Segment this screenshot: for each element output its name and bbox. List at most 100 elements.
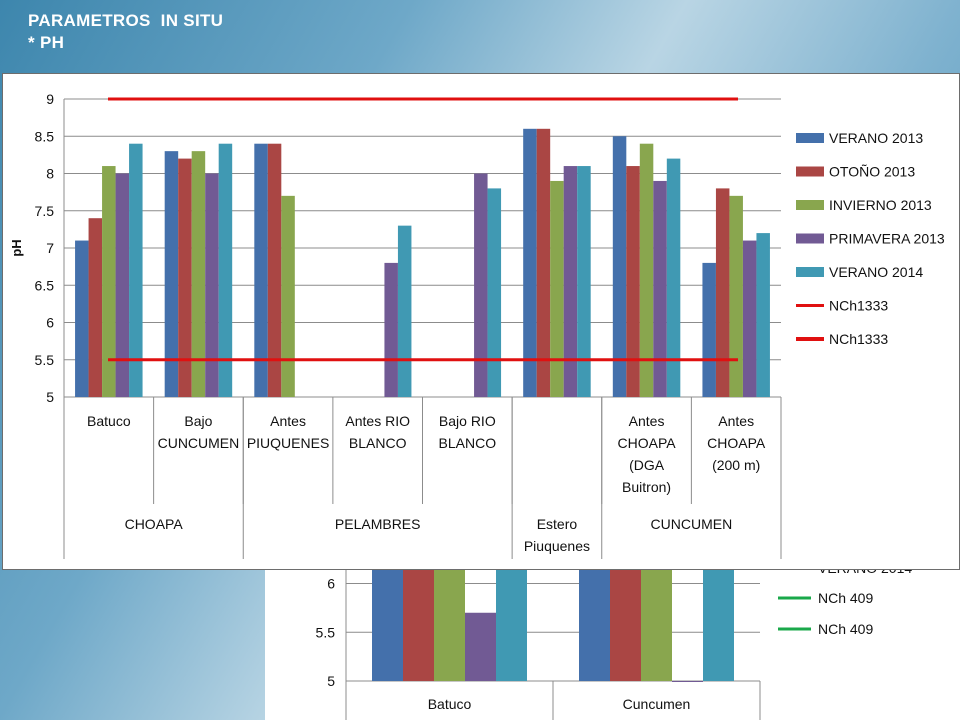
category-label: Antes (270, 413, 306, 429)
y-tick-label: 5 (327, 673, 335, 689)
bar (550, 180, 564, 397)
bar (178, 158, 192, 397)
legend-label: NCh 409 (818, 590, 873, 606)
bar (612, 136, 627, 397)
category-label: PIUQUENES (247, 435, 329, 451)
group-label: CUNCUMEN (651, 516, 733, 532)
y-tick-label: 5.5 (316, 624, 336, 640)
category-label: Buitron) (622, 479, 671, 495)
category-label: (200 m) (712, 457, 760, 473)
legend-swatch (796, 233, 824, 244)
category-label: CHOAPA (707, 435, 766, 451)
group-label: PELAMBRES (335, 516, 421, 532)
y-tick-label: 5 (46, 389, 54, 405)
category-label: BLANCO (439, 435, 497, 451)
bar (666, 158, 681, 397)
category-label: BLANCO (349, 435, 407, 451)
slide-title: PARAMETROS IN SITU * PH (28, 10, 223, 54)
bar (115, 173, 130, 397)
legend-label: NCh1333 (829, 331, 888, 347)
bar (267, 143, 282, 397)
bar (641, 566, 672, 681)
y-tick-label: 7 (46, 240, 54, 256)
bar (639, 143, 654, 397)
bar (164, 151, 179, 397)
background-chart: 5 5.5 6 Batuco Cuncumen VERANO 2014 NCh 409 NCh… (316, 566, 912, 720)
bar (397, 225, 412, 397)
legend-label: OTOÑO 2013 (829, 164, 915, 180)
bar (756, 233, 770, 397)
group-label: Estero (537, 516, 578, 532)
bar (281, 195, 295, 397)
bar (465, 612, 496, 681)
group-label: Piuquenes (524, 538, 590, 554)
y-tick-label: 7.5 (35, 203, 55, 219)
bar (496, 566, 527, 681)
bar (384, 262, 398, 397)
legend-swatch (796, 133, 824, 143)
bar (653, 180, 667, 397)
bar (487, 188, 502, 397)
legend-label: NCh1333 (829, 298, 888, 314)
bar (715, 188, 730, 397)
y-tick-label: 6.5 (35, 277, 55, 293)
legend-swatch (796, 200, 824, 210)
bar (672, 681, 703, 682)
group-label: CHOAPA (125, 516, 184, 532)
bar (626, 166, 640, 397)
bar (129, 143, 143, 397)
category-label: CHOAPA (618, 435, 677, 451)
bar (703, 566, 734, 681)
category-label: Antes (629, 413, 665, 429)
category-label: Batuco (87, 413, 131, 429)
legend-label: VERANO 2014 (829, 264, 923, 280)
bar (191, 151, 206, 397)
legend-label: VERANO 2013 (829, 130, 923, 146)
legend-label: NCh 409 (818, 621, 873, 637)
main-chart-panel: 5 5.5 6 6.5 7 7.5 8 8.5 9 pH Batuco Bajo CUNCUMEN Ant… (2, 73, 960, 570)
category-label: Antes RIO (345, 413, 410, 429)
legend-label: INVIERNO 2013 (829, 197, 932, 213)
category-label: Bajo (184, 413, 212, 429)
legend-label: PRIMAVERA 2013 (829, 231, 945, 247)
bar (474, 173, 488, 397)
category-label: Cuncumen (623, 696, 691, 712)
category-label: Bajo RIO (439, 413, 496, 429)
bar (579, 566, 610, 681)
bar (523, 128, 537, 398)
background-chart-panel: 5 5.5 6 Batuco Cuncumen VERANO 2014 NCh 409 NCh… (265, 566, 960, 720)
bar (434, 566, 465, 681)
bar (702, 262, 716, 397)
bar (254, 143, 268, 397)
bar (372, 566, 403, 681)
bar (729, 195, 743, 397)
bar (536, 128, 551, 398)
legend-label-partial: VERANO 2014 (818, 566, 912, 576)
bar (563, 166, 578, 397)
bar (205, 173, 219, 397)
bar (75, 240, 89, 397)
y-tick-label: 8.5 (35, 128, 55, 144)
bar (610, 566, 641, 681)
legend-swatch (796, 267, 824, 277)
bar (102, 166, 116, 397)
ph-chart: 5 5.5 6 6.5 7 7.5 8 8.5 9 pH Batuco Bajo CUNCUMEN Ant… (9, 91, 945, 559)
bar (577, 166, 591, 397)
category-label: CUNCUMEN (158, 435, 240, 451)
y-axis-label: pH (9, 239, 24, 256)
legend-swatch (796, 166, 824, 177)
category-label: Batuco (428, 696, 472, 712)
y-tick-label: 6 (327, 576, 335, 592)
category-label: (DGA (629, 457, 665, 473)
y-tick-label: 9 (46, 91, 54, 107)
y-tick-label: 6 (46, 315, 54, 331)
title-line-2: * PH (28, 33, 65, 52)
bar (742, 240, 757, 397)
y-tick-label: 5.5 (35, 352, 55, 368)
title-line-1: PARAMETROS IN SITU (28, 11, 224, 30)
y-tick-label: 8 (46, 166, 54, 182)
bar (88, 218, 103, 397)
bar (403, 566, 434, 681)
category-label: Antes (718, 413, 754, 429)
bar (218, 143, 233, 397)
